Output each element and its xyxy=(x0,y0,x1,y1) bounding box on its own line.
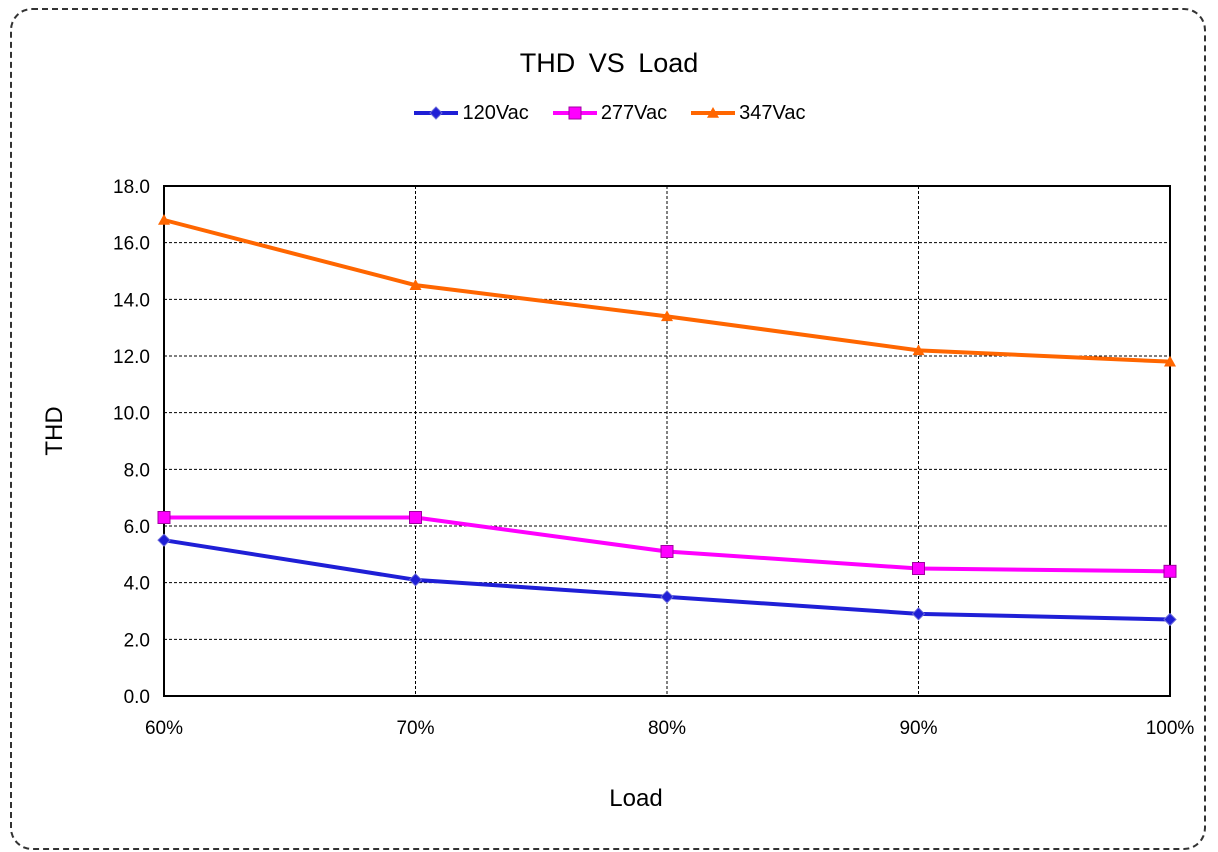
y-axis-title: THD xyxy=(41,406,68,455)
y-tick-label: 8.0 xyxy=(124,460,150,481)
legend-marker xyxy=(568,106,582,120)
plot-border xyxy=(163,185,1171,697)
data-point xyxy=(911,607,926,621)
legend-label: 277Vac xyxy=(600,101,668,124)
series-347Vac xyxy=(158,214,1176,367)
y-tick-label: 6.0 xyxy=(124,517,150,538)
y-axis-tick-labels: 0.0 2.0 4.0 6.0 8.0 10.0 12.0 14.0 16.0 18.0 xyxy=(113,177,150,708)
y-tick-label: 2.0 xyxy=(124,630,150,651)
y-tick-label: 18.0 xyxy=(113,177,150,198)
data-point xyxy=(912,562,925,575)
data-point xyxy=(409,279,422,290)
data-point xyxy=(157,533,171,547)
x-tick-label: 100% xyxy=(1146,718,1195,739)
data-point xyxy=(157,511,171,524)
chart-title: THD VS Load xyxy=(519,48,699,78)
data-point xyxy=(661,310,673,322)
x-tick-label: 90% xyxy=(899,718,937,739)
legend-marker xyxy=(429,106,444,120)
legend-item: 120Vac xyxy=(412,101,529,125)
x-tick-label: 60% xyxy=(145,718,183,739)
legend-swatch xyxy=(552,106,597,120)
legend-swatch xyxy=(414,106,459,120)
x-axis-tick-labels: 60% 70% 80% 90% 100% xyxy=(145,718,1194,739)
data-point xyxy=(912,344,925,356)
y-tick-label: 10.0 xyxy=(113,404,150,425)
y-tick-label: 0.0 xyxy=(124,687,150,708)
legend-label: 120Vac xyxy=(462,101,529,124)
data-point xyxy=(1164,355,1176,367)
data-point xyxy=(409,511,422,524)
legend-marker xyxy=(707,107,720,118)
data-point xyxy=(660,545,674,558)
data-point xyxy=(1163,564,1177,578)
y-tick-label: 12.0 xyxy=(113,347,150,368)
series-120Vac xyxy=(157,533,1177,627)
data-point xyxy=(660,590,674,604)
legend: 120Vac 277Vac 347Vac xyxy=(0,98,1218,128)
y-tick-label: 16.0 xyxy=(113,234,150,255)
series-277Vac xyxy=(157,511,1177,578)
chart-frame xyxy=(10,8,1206,850)
legend-item: 277Vac xyxy=(551,102,667,125)
y-tick-label: 14.0 xyxy=(113,290,150,311)
x-tick-label: 70% xyxy=(396,718,434,739)
legend-label: 347Vac xyxy=(739,101,806,124)
data-point xyxy=(158,214,170,225)
legend-swatch xyxy=(691,107,736,118)
legend-item: 347Vac xyxy=(689,101,806,125)
x-axis-title: Load xyxy=(609,785,662,812)
data-point xyxy=(408,573,423,587)
x-tick-label: 80% xyxy=(648,718,686,739)
y-tick-label: 4.0 xyxy=(124,574,150,595)
data-point xyxy=(1163,612,1177,627)
